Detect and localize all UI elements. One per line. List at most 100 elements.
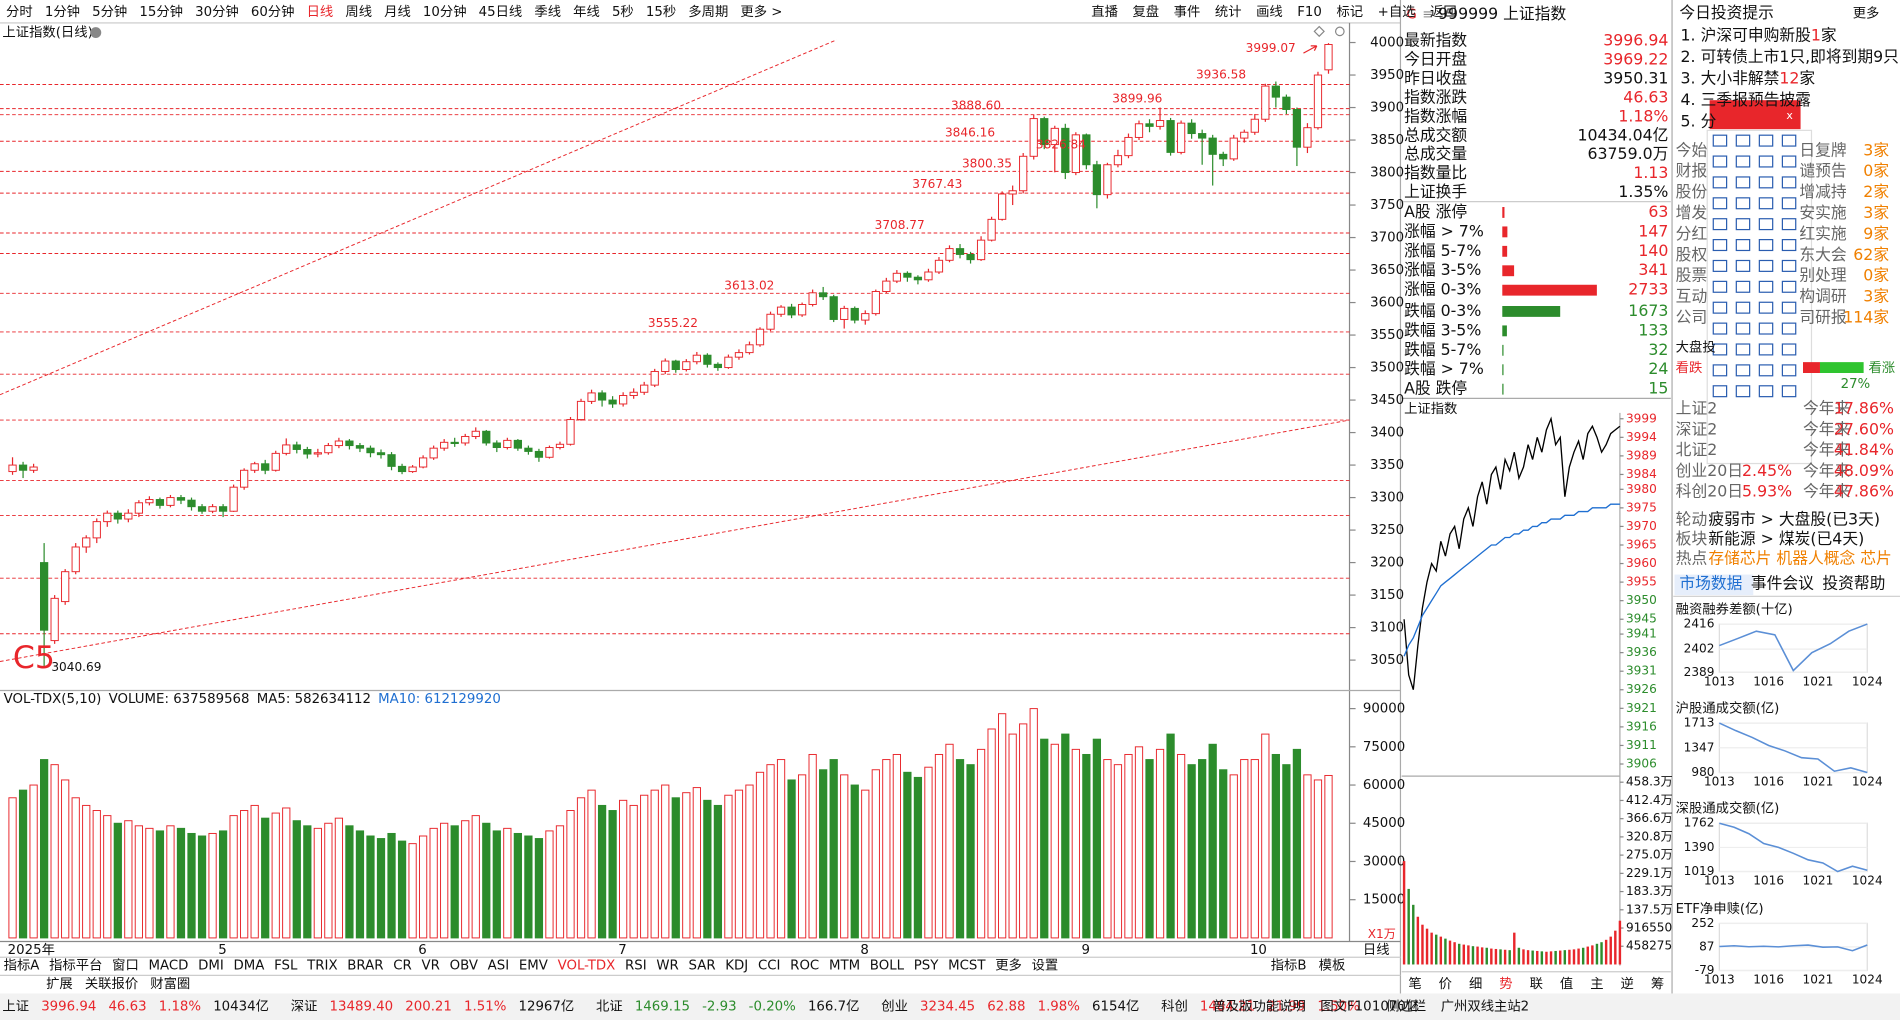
indicator-tab[interactable]: 指标B	[1271, 958, 1307, 974]
tool-icon[interactable]	[1781, 239, 1797, 252]
tool-icon[interactable]	[1781, 176, 1797, 189]
indicator-tab[interactable]: MTM	[829, 959, 860, 974]
indicator-tab[interactable]: FSL	[274, 959, 298, 974]
panel-tab[interactable]: 势	[1499, 976, 1512, 992]
tool-icon[interactable]	[1712, 134, 1728, 147]
tool-icon[interactable]	[1781, 301, 1797, 314]
status-link[interactable]: 图文F10	[1320, 999, 1371, 1015]
toolbar-button[interactable]: 事件	[1174, 4, 1201, 20]
toolbar-button[interactable]: 统计	[1215, 4, 1242, 20]
period-tab[interactable]: 5分钟	[92, 3, 127, 20]
period-tab[interactable]: 30分钟	[195, 3, 239, 20]
toolbar-button[interactable]: 画线	[1256, 4, 1283, 20]
panel-tab[interactable]: 主	[1590, 976, 1603, 992]
indicator-tab[interactable]: WR	[656, 959, 678, 974]
tool-icon[interactable]	[1735, 155, 1751, 168]
tool-icon[interactable]	[1712, 197, 1728, 210]
indicator-tab[interactable]: CR	[393, 959, 412, 974]
tool-icon[interactable]	[1712, 343, 1728, 356]
indicator-tab[interactable]: 指标A	[4, 958, 40, 974]
quote-icon[interactable]: G	[1407, 8, 1417, 23]
tool-icon[interactable]	[1712, 364, 1728, 377]
indicator-tab[interactable]: CCI	[758, 959, 781, 974]
toolbar-button[interactable]: 直播	[1091, 4, 1118, 20]
tool-icon[interactable]	[1712, 176, 1728, 189]
tool-icon[interactable]	[1758, 197, 1774, 210]
toolbar-button[interactable]: 复盘	[1132, 3, 1159, 20]
tool-icon[interactable]	[1735, 301, 1751, 314]
period-tab[interactable]: 季线	[534, 4, 561, 20]
indicator-tab[interactable]: DMI	[198, 959, 224, 974]
indicator-tab[interactable]: BRAR	[347, 959, 383, 974]
tool-icon[interactable]	[1781, 134, 1797, 147]
tool-icon[interactable]	[1781, 343, 1797, 356]
bottom-tab[interactable]: 关联报价	[85, 976, 138, 992]
tool-icon[interactable]	[1758, 218, 1774, 231]
tool-icon[interactable]	[1758, 134, 1774, 147]
tool-icon[interactable]	[1712, 259, 1728, 272]
tool-icon[interactable]	[1735, 280, 1751, 293]
period-tab[interactable]: 5秒	[612, 4, 634, 20]
toolbar-button[interactable]: 标记	[1336, 4, 1363, 20]
period-tab[interactable]: 60分钟	[251, 3, 295, 20]
period-tab[interactable]: 日线	[307, 4, 334, 20]
toolbar-button[interactable]: +自选	[1378, 4, 1416, 20]
bottom-tab[interactable]: 扩展	[46, 976, 73, 992]
tool-icon[interactable]	[1758, 364, 1774, 377]
indicator-tab[interactable]: 更多	[995, 957, 1022, 974]
panel-tab[interactable]: 细	[1469, 976, 1482, 992]
popup-close[interactable]: x	[1786, 109, 1793, 122]
indicator-tab[interactable]: ASI	[488, 959, 510, 974]
status-link[interactable]: 广州双线主站2	[1441, 999, 1529, 1015]
indicator-tab[interactable]: PSY	[914, 959, 940, 974]
tool-icon[interactable]	[1712, 301, 1728, 314]
panel-tab[interactable]: 笔	[1408, 976, 1421, 992]
status-link[interactable]: 普及版功能说明	[1213, 999, 1306, 1015]
tips-more[interactable]: 更多	[1853, 4, 1880, 21]
indicator-tab[interactable]: 设置	[1032, 958, 1059, 974]
tool-icon[interactable]	[1781, 259, 1797, 272]
tool-icon[interactable]	[1735, 197, 1751, 210]
period-tab[interactable]: 15秒	[646, 4, 676, 20]
indicator-tab[interactable]: 指标平台	[49, 958, 102, 974]
tool-icon[interactable]	[1758, 280, 1774, 293]
tool-icon[interactable]	[1735, 343, 1751, 356]
panel-tab[interactable]: 联	[1530, 976, 1543, 992]
period-tab[interactable]: 多周期	[688, 3, 728, 20]
tool-icon[interactable]	[1712, 385, 1728, 398]
tool-icon[interactable]	[1781, 280, 1797, 293]
bottom-tab[interactable]: 财富圈	[150, 975, 190, 992]
panel-tab[interactable]: 值	[1560, 976, 1573, 992]
indicator-tab[interactable]: 窗口	[112, 957, 139, 974]
icon[interactable]	[1313, 25, 1325, 38]
tool-icon[interactable]	[1781, 155, 1797, 168]
tool-icon[interactable]	[1758, 176, 1774, 189]
tool-icon[interactable]	[1712, 322, 1728, 335]
icon[interactable]	[1334, 26, 1345, 37]
tool-icon[interactable]	[1712, 155, 1728, 168]
period-tab[interactable]: 周线	[345, 4, 372, 20]
panel-tab[interactable]: 筹	[1651, 975, 1664, 992]
period-tab[interactable]: 10分钟	[423, 3, 467, 20]
indicator-tab[interactable]: KDJ	[725, 959, 748, 974]
tool-icon[interactable]	[1712, 239, 1728, 252]
period-tab[interactable]: 月线	[384, 4, 411, 20]
tool-icon[interactable]	[1712, 280, 1728, 293]
tool-icon[interactable]	[1758, 322, 1774, 335]
toolbar-button[interactable]: 返回	[1430, 4, 1457, 20]
tool-icon[interactable]	[1758, 343, 1774, 356]
tool-icon[interactable]	[1781, 322, 1797, 335]
tool-icon[interactable]	[1781, 364, 1797, 377]
tool-icon[interactable]	[1758, 301, 1774, 314]
tool-icon[interactable]	[1781, 385, 1797, 398]
tool-icon[interactable]	[1781, 218, 1797, 231]
period-tab[interactable]: 45日线	[479, 4, 523, 20]
indicator-tab[interactable]: RSI	[625, 959, 647, 974]
tool-icon[interactable]	[1712, 218, 1728, 231]
tool-icon[interactable]	[1735, 176, 1751, 189]
period-tab[interactable]: 年线	[573, 4, 600, 20]
info-tab[interactable]: 事件会议	[1751, 574, 1814, 593]
toolbar-button[interactable]: F10	[1297, 5, 1322, 20]
indicator-tab[interactable]: SAR	[689, 959, 716, 974]
indicator-tab[interactable]: 模板	[1319, 958, 1346, 974]
